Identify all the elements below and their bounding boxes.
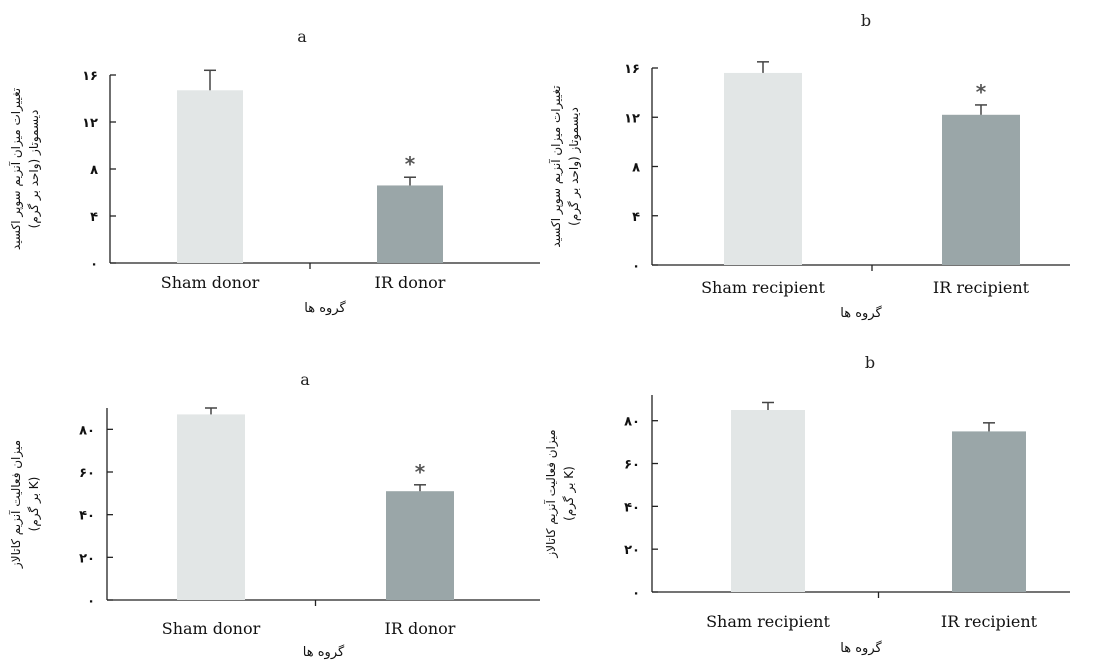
bar (386, 491, 454, 600)
error-bar (757, 61, 769, 73)
y-axis-label: (K بر گرم) (562, 466, 577, 521)
y-tick-label: ٨٠ (624, 415, 640, 430)
y-tick-label: ٠ (90, 257, 98, 272)
error-bar (414, 484, 426, 492)
category-label: Sham recipient (706, 612, 830, 631)
x-axis-label: گروه ها (303, 644, 345, 660)
y-axis-label: دیسموتاز (واحد بر گرم) (567, 107, 582, 226)
category-label: Sham donor (162, 619, 261, 638)
chart-title: a (297, 27, 307, 46)
bar (952, 431, 1026, 592)
y-tick-label: ١۶ (82, 69, 98, 84)
y-tick-label: ۴٠ (624, 500, 640, 515)
y-tick-label: ٨ (632, 161, 640, 176)
chart-title: a (300, 370, 310, 389)
category-label: IR recipient (941, 612, 1038, 631)
y-tick-label: ۴٠ (79, 509, 95, 524)
y-tick-label: ۶٠ (624, 458, 640, 473)
category-label: IR donor (385, 619, 456, 638)
y-axis-label: میزان فعالیت آنزیم کاتالاز (8, 440, 24, 569)
chart-panel: a ٠ ٢٠ ۴٠ ۶٠ ٨٠ Sham donor * IR donor گروه ها میزا… (8, 370, 540, 660)
y-axis-label: میزان فعالیت آنزیم کاتالاز (543, 429, 559, 558)
y-tick-label: ٠ (632, 586, 640, 601)
category-label: Sham recipient (701, 278, 825, 297)
significance-marker: * (405, 152, 416, 176)
y-axis-label: تغییرات میزان آنزیم سوپر اکسید (8, 88, 24, 250)
bar (942, 114, 1020, 265)
error-bar (404, 176, 416, 186)
chart-panel: b ٠ ٢٠ ۴٠ ۶٠ ٨٠ Sham recipient IR recipient گروه… (543, 353, 1070, 656)
x-axis-label: گروه ها (304, 300, 346, 316)
significance-marker: * (976, 80, 987, 104)
chart-panel: a ٠ ۴ ٨ ١٢ ١۶ Sham donor * IR donor گروه ها تغییرا… (8, 27, 540, 316)
category-label: IR donor (375, 273, 446, 292)
category-label: IR recipient (933, 278, 1030, 297)
bar (731, 409, 805, 592)
y-tick-label: ١۶ (624, 62, 640, 77)
error-bar (975, 104, 987, 115)
y-tick-label: ١٢ (82, 116, 98, 131)
bar (724, 72, 802, 265)
x-axis-label: گروه ها (840, 305, 882, 321)
bar (377, 185, 443, 263)
bar (177, 90, 243, 264)
error-bar (204, 69, 216, 91)
chart-panel: b ٠ ۴ ٨ ١٢ ١۶ Sham recipient * IR recipient گروه … (548, 11, 1070, 321)
y-tick-label: ١٢ (624, 111, 640, 126)
y-tick-label: ۶٠ (79, 466, 95, 481)
y-axis-label: تغییرات میزان آنزیم سوپر اکسید (548, 85, 564, 247)
y-tick-label: ٨٠ (79, 423, 95, 438)
category-label: Sham donor (161, 273, 260, 292)
y-tick-label: ٢٠ (79, 551, 95, 566)
x-axis-label: گروه ها (840, 640, 882, 656)
significance-marker: * (415, 460, 426, 484)
y-axis-label: دیسموتاز (واحد بر گرم) (27, 110, 42, 229)
y-tick-label: ٨ (90, 163, 98, 178)
y-tick-label: ٠ (87, 594, 95, 609)
y-tick-label: ٢٠ (624, 543, 640, 558)
y-tick-label: ۴ (632, 210, 640, 225)
bar (177, 414, 245, 600)
error-bar (205, 407, 217, 415)
error-bar (762, 401, 774, 410)
y-axis-label: (K بر گرم) (27, 477, 42, 532)
error-bar (983, 422, 995, 432)
chart-title: b (865, 353, 875, 372)
y-tick-label: ۴ (90, 210, 98, 225)
y-tick-label: ٠ (632, 259, 640, 274)
chart-title: b (861, 11, 871, 30)
